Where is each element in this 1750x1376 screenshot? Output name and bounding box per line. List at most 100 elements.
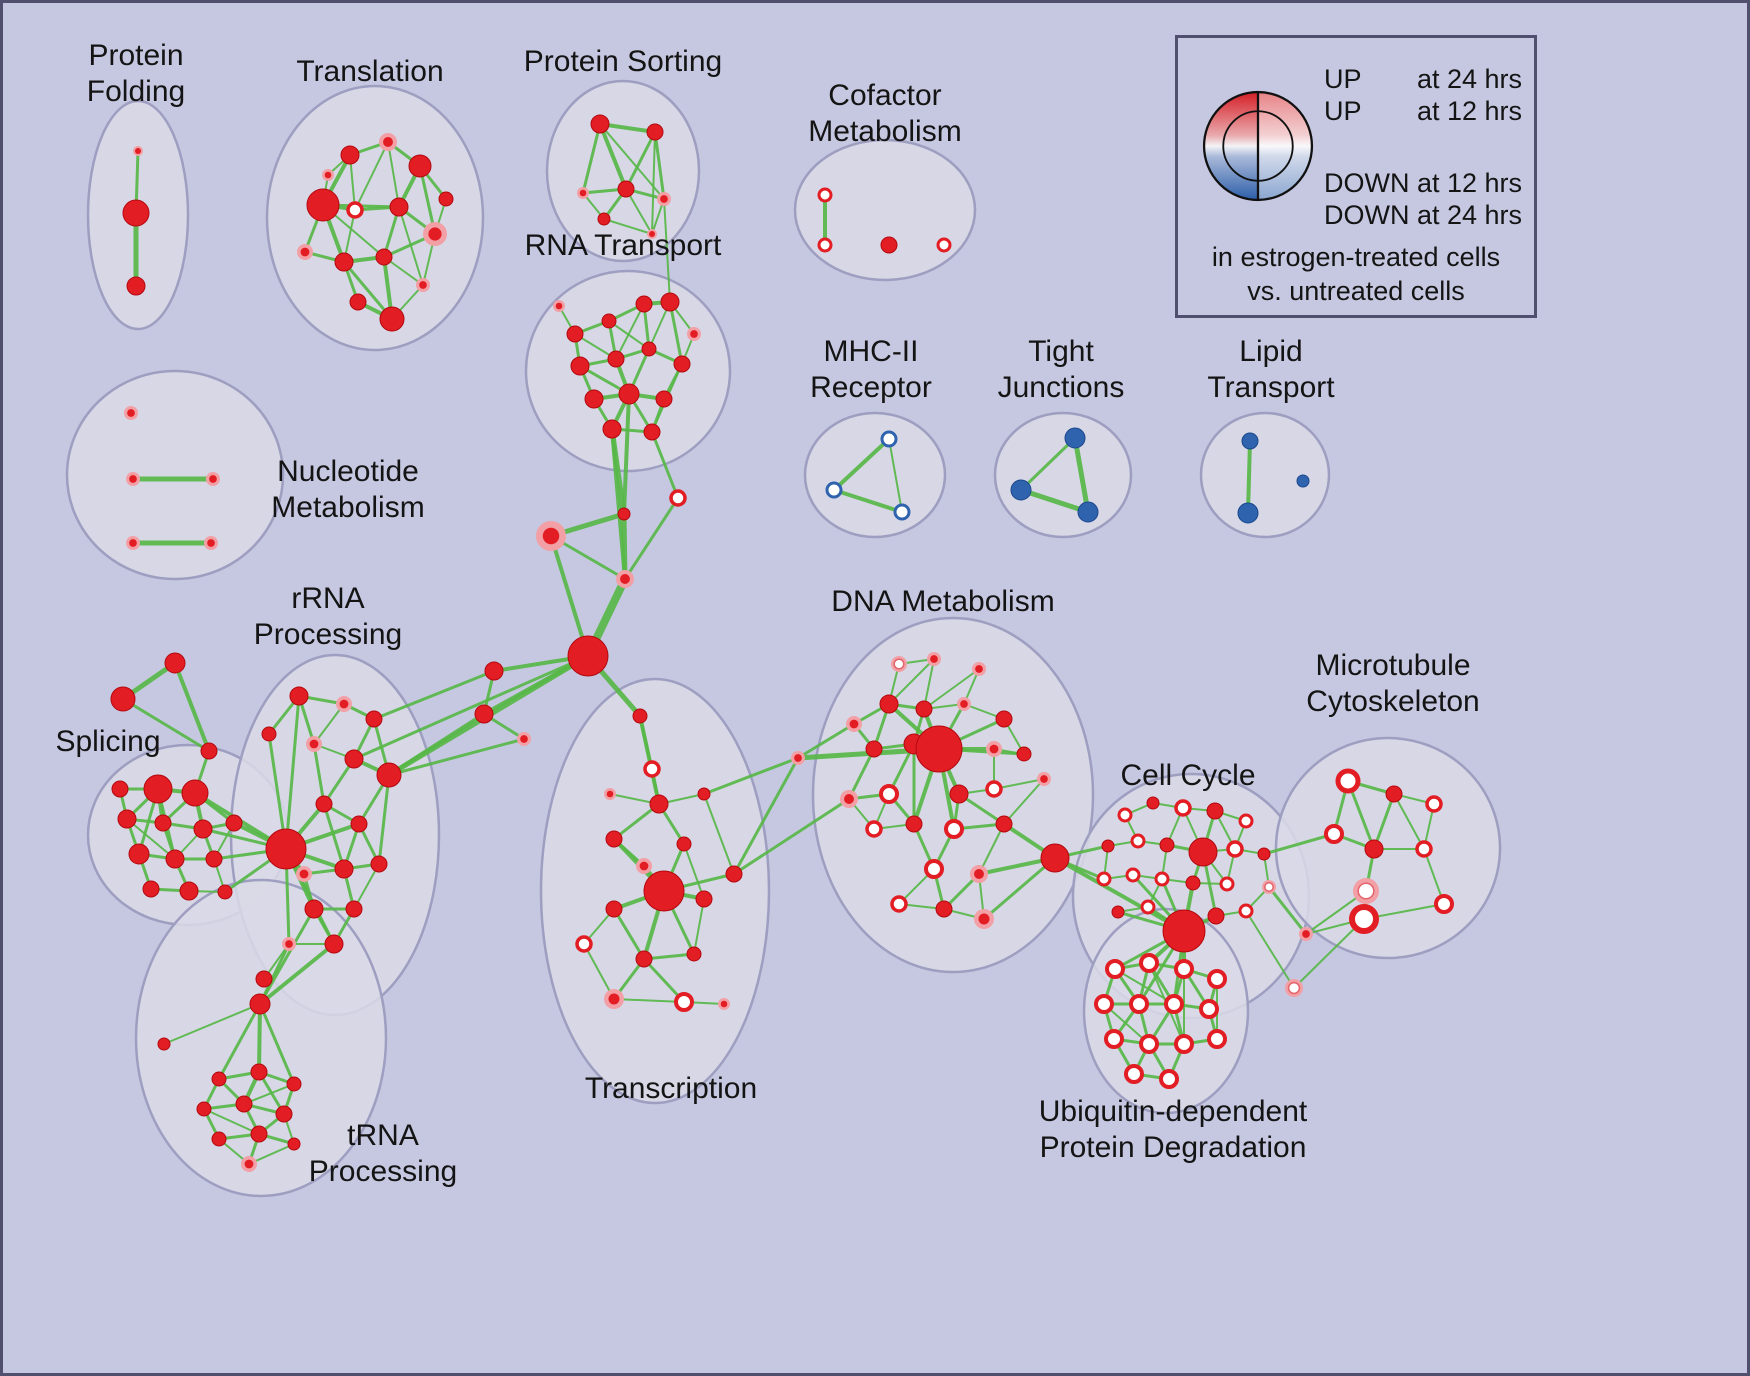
node-dna_link (791, 751, 805, 765)
network-edge (387, 141, 400, 208)
node-cell-cycle-12 (1125, 867, 1141, 883)
network-edge (621, 511, 628, 582)
cluster-label-ubiquitin-degradation: Ubiquitin-dependent (1039, 1095, 1308, 1128)
cluster-label-mhc-ii-receptor: MHC-II (824, 335, 919, 368)
node-protein-sorting-2 (577, 187, 589, 199)
node-rrna-processing-15 (324, 934, 344, 954)
node-translation-8 (297, 244, 313, 260)
legend-row-down-12: DOWN at 12 hrs (1324, 170, 1522, 197)
node-tight-junctions-2 (1077, 501, 1099, 523)
node-ubiquitin-degradation-3 (1207, 969, 1227, 989)
node-cell-cycle-7 (1159, 837, 1175, 853)
network-edge (638, 714, 661, 806)
node-hub_p (536, 521, 566, 551)
node-translation-0 (306, 188, 340, 222)
network-edge (702, 756, 800, 796)
node-splicing-0 (143, 774, 173, 804)
node-dna-metabolism-5 (915, 700, 933, 718)
node-ubiquitin-degradation-9 (1139, 1034, 1159, 1054)
cluster-label-protein-folding: Folding (87, 75, 185, 108)
node-splicing-4 (193, 819, 213, 839)
node-tri_b (110, 686, 136, 712)
node-transcription-4 (605, 830, 623, 848)
node-dna-metabolism-23 (970, 865, 988, 883)
legend-row-down-24: DOWN at 24 hrs (1324, 202, 1522, 229)
node-mhc-ii-receptor-1 (825, 481, 843, 499)
node-splicing-1 (181, 779, 209, 807)
legend-time: at 12 hrs (1416, 168, 1522, 198)
node-translation-13 (379, 306, 405, 332)
node-rrna-processing-4 (306, 736, 322, 752)
node-trna-processing-5 (196, 1101, 212, 1117)
network-edge (651, 131, 656, 235)
node-microtubule-cytoskeleton-0 (1335, 768, 1361, 794)
network-edge (398, 206, 424, 286)
legend-node-glyph (1202, 90, 1314, 202)
network-edge (313, 703, 345, 745)
node-cofactor-metabolism-2 (880, 236, 898, 254)
legend-direction: UP (1324, 96, 1362, 126)
node-rrna-processing-5 (344, 749, 364, 769)
node-microtubule-cytoskeleton-4 (1364, 839, 1384, 859)
node-microtubule-cytoskeleton-8 (1299, 927, 1313, 941)
node-tri_c (200, 742, 218, 760)
network-edge (257, 1002, 262, 1074)
node-ubiquitin-degradation-10 (1174, 1034, 1194, 1054)
node-rna-transport-14 (643, 423, 661, 441)
node-translation-7 (423, 222, 447, 246)
network-edge (583, 943, 615, 1000)
network-edge (1262, 832, 1336, 856)
node-cell-cycle-18 (1162, 909, 1206, 953)
node-dna-metabolism-1 (927, 652, 941, 666)
node-trna-processing-4 (286, 1076, 302, 1092)
node-cc_link (1040, 843, 1070, 873)
network-edge (923, 668, 980, 710)
legend-direction: UP (1324, 64, 1362, 94)
cluster-label-trna-processing: tRNA (347, 1119, 419, 1152)
node-trna-processing-0 (249, 993, 271, 1015)
network-edge (1293, 918, 1365, 989)
node-trna-processing-8 (211, 1131, 227, 1147)
node-mhc-ii-receptor-0 (880, 430, 898, 448)
node-cofactor-metabolism-3 (936, 237, 952, 253)
node-splicing-6 (128, 843, 150, 865)
network-edge (888, 438, 903, 513)
cluster-label-trna-processing: Processing (309, 1155, 457, 1188)
network-edge (1103, 1003, 1150, 1045)
node-transcription-12 (686, 946, 702, 962)
node-mt_link (1285, 979, 1303, 997)
network-edge (121, 697, 211, 753)
node-rna-transport-3 (635, 295, 653, 313)
network-edge (615, 303, 645, 360)
node-dna-metabolism-15 (949, 784, 969, 804)
legend-time: at 24 hrs (1416, 64, 1522, 94)
node-cell-cycle-8 (1188, 837, 1218, 867)
network-edge (613, 998, 685, 1003)
node-cell-cycle-21 (1262, 880, 1276, 894)
node-dna-metabolism-21 (995, 815, 1013, 833)
node-hub_main (567, 635, 609, 677)
node-rna-transport-5 (687, 327, 701, 341)
network-edge (1003, 778, 1045, 825)
node-hub_a (617, 507, 631, 521)
network-edge (1267, 885, 1308, 936)
nodes-layer (110, 114, 1454, 1172)
cluster-label-translation: Translation (296, 55, 443, 88)
network-edge (1372, 792, 1396, 851)
node-transcription-9 (695, 890, 713, 908)
node-transcription-5 (676, 836, 692, 852)
cluster-label-lipid-transport: Lipid (1239, 335, 1302, 368)
legend-row-up-24: UP at 24 hrs (1324, 66, 1522, 93)
node-translation-2 (379, 133, 397, 151)
node-trna-processing-11 (241, 1156, 257, 1172)
network-edge (1019, 436, 1077, 492)
network-edge (258, 907, 316, 1006)
cluster-ellipse-nucleotide-metabolism (65, 369, 285, 581)
node-dna-metabolism-22 (924, 859, 944, 879)
cluster-label-rna-transport: RNA Transport (525, 229, 722, 262)
node-lipid-transport-1 (1237, 502, 1259, 524)
node-protein-folding-1 (122, 199, 150, 227)
node-microtubule-cytoskeleton-1 (1385, 785, 1403, 803)
